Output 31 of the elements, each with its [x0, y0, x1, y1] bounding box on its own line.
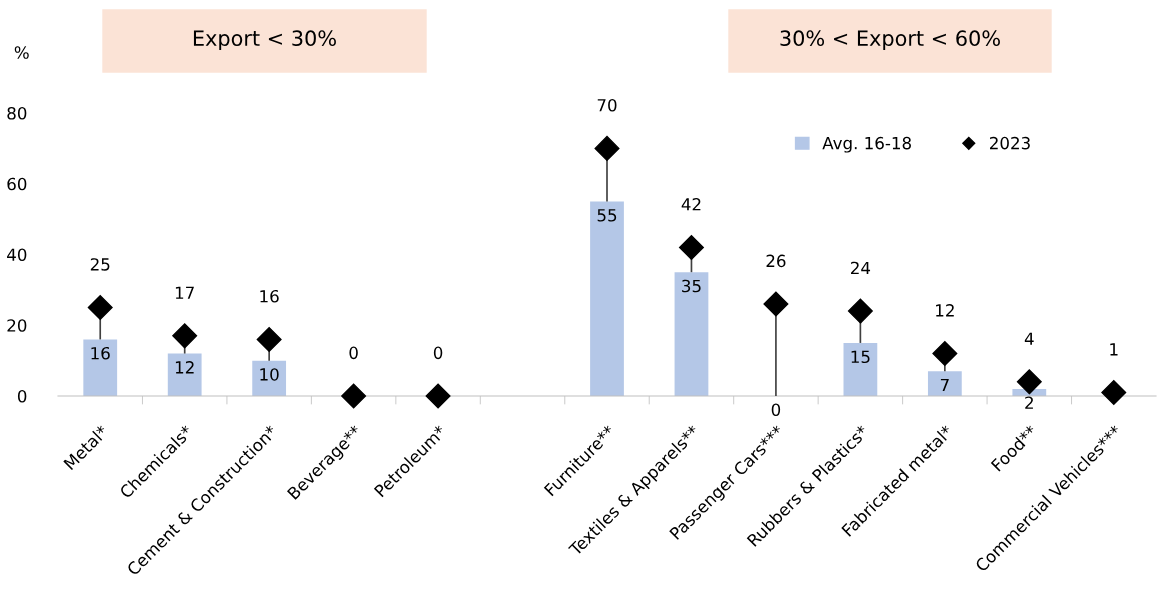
data-label: 26	[766, 254, 786, 268]
data-label: 0	[349, 346, 358, 360]
data-label: 35	[682, 279, 701, 293]
data-label: 16	[260, 289, 279, 303]
data-label: 16	[91, 346, 110, 360]
y-tick-label: 0	[17, 389, 27, 403]
y-axis-title: %	[14, 46, 29, 59]
data-label: 12	[175, 361, 194, 374]
data-label: 7	[940, 378, 949, 392]
data-label: 24	[851, 261, 871, 275]
data-label: 15	[851, 350, 870, 364]
y-tick-label: 40	[7, 248, 27, 262]
legend-label: 2023	[990, 136, 1030, 150]
data-label: 0	[433, 346, 443, 360]
y-tick-label: 20	[7, 319, 27, 332]
data-label: 17	[175, 286, 194, 299]
text: 30% < Export < 60%	[780, 30, 1000, 51]
data-label: 1	[1110, 343, 1118, 356]
data-label: 70	[597, 98, 617, 112]
text: Export < 30%	[193, 30, 336, 51]
y-tick-label: 60	[7, 177, 27, 191]
data-label: 10	[260, 368, 279, 381]
data-label: 12	[936, 304, 954, 317]
data-label: 55	[597, 209, 617, 222]
data-label: 0	[771, 403, 781, 417]
data-label: 42	[681, 197, 701, 211]
data-label: 4	[1024, 332, 1034, 345]
data-label: 2	[1025, 396, 1033, 409]
legend-label: Avg. 16-18	[822, 136, 911, 153]
y-tick-label: 80	[7, 106, 27, 120]
data-label: 25	[90, 258, 110, 271]
